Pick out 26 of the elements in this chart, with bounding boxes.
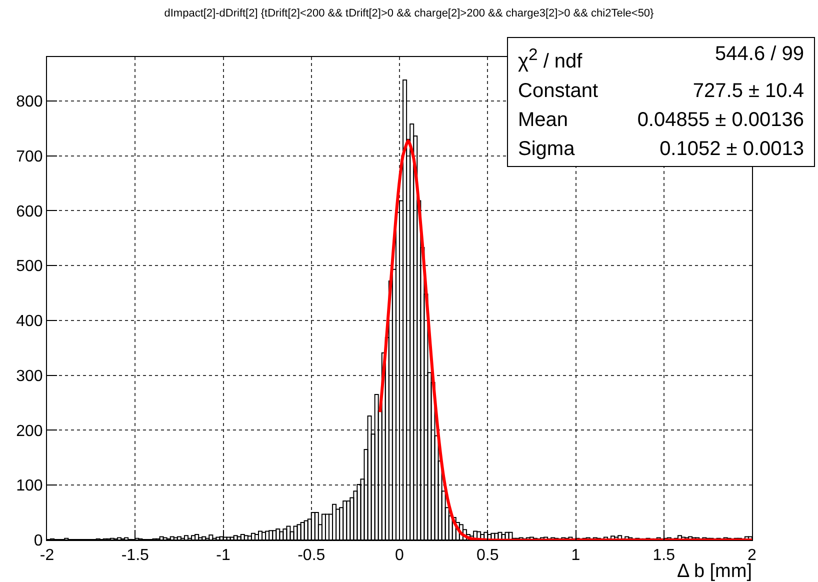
annotation: 0.1052 ± 0.0013 bbox=[660, 136, 804, 162]
x-tick-label: 1.5 bbox=[652, 547, 676, 564]
y-tick-label: 400 bbox=[16, 313, 43, 330]
y-tick-label: 800 bbox=[16, 94, 43, 111]
chart-title: dImpact[2]-dDrift[2] {tDrift[2]<200 && tDrift[2]>0 && charge[2]>200 && charge3[2]>0 && chi2Tele<50} bbox=[164, 7, 654, 20]
annotation: Constant bbox=[518, 78, 598, 104]
annotation: χ$^{2}$ / ndf bbox=[518, 44, 582, 75]
y-tick-label: 500 bbox=[16, 258, 43, 276]
y-tick-label: 100 bbox=[16, 478, 43, 495]
x-tick-label: 1 bbox=[571, 547, 580, 564]
x-tick-label: -1.5 bbox=[121, 547, 150, 564]
x-tick-label: -0.5 bbox=[298, 547, 326, 564]
annotation: Mean bbox=[518, 108, 568, 133]
y-tick-label: 600 bbox=[16, 203, 43, 220]
x-tick-label: 0.5 bbox=[476, 547, 499, 564]
x-tick-label: -1 bbox=[216, 547, 230, 564]
y-tick-label: 300 bbox=[16, 368, 43, 385]
annotation: Sigma bbox=[518, 136, 575, 162]
y-tick-label: 700 bbox=[16, 148, 43, 166]
x-tick-label: -2 bbox=[40, 547, 54, 564]
annotation: 544.6 / 99 bbox=[715, 42, 804, 67]
y-tick-label: 200 bbox=[16, 422, 43, 440]
annotation: 0.04855 ± 0.00136 bbox=[637, 108, 804, 133]
annotation: 727.5 ± 10.4 bbox=[692, 78, 804, 104]
y-tick-label: 0 bbox=[34, 532, 43, 550]
x-tick-label: 0 bbox=[395, 547, 404, 564]
